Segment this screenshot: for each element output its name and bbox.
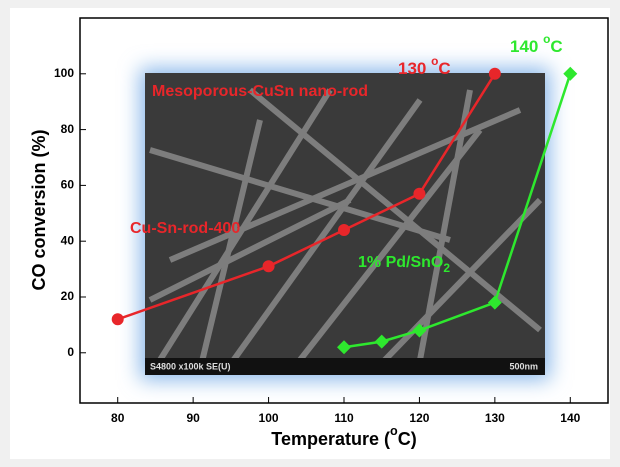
image-caption: 500nm <box>509 361 538 371</box>
x-tick-label: 100 <box>259 411 279 425</box>
point <box>413 188 425 200</box>
y-tick-label: 40 <box>61 233 75 247</box>
chart: S4800 x100k SE(U) 500nm CO conversion (%… <box>0 0 620 467</box>
y-tick-label: 20 <box>61 289 75 303</box>
image-caption: S4800 x100k SE(U) <box>150 361 231 371</box>
x-axis-label-part: C) <box>398 429 417 449</box>
annotation: Mesoporous-CuSn nano-rod <box>152 83 368 100</box>
annotation-sup: o <box>543 32 550 46</box>
series-label: Cu-Sn-rod-400 <box>130 220 240 237</box>
annotation-part: 140 <box>510 37 543 56</box>
annotation-part: C <box>438 59 450 78</box>
x-axis-label-part: Temperature ( <box>271 429 390 449</box>
x-tick-label: 120 <box>409 411 429 425</box>
page: S4800 x100k SE(U) 500nm CO conversion (%… <box>0 0 620 467</box>
y-tick-label: 0 <box>67 345 74 359</box>
y-tick-label: 80 <box>61 122 75 136</box>
x-tick-label: 80 <box>111 411 125 425</box>
x-tick-label: 130 <box>485 411 505 425</box>
x-tick-label: 110 <box>334 411 354 425</box>
series-label-sub: 2 <box>443 261 450 275</box>
point <box>489 68 501 80</box>
x-tick-label: 140 <box>560 411 580 425</box>
y-tick-label: 100 <box>54 66 74 80</box>
series-label-part: 1% Pd/SnO <box>358 254 443 271</box>
y-tick-label: 60 <box>61 178 75 192</box>
x-tick-label: 90 <box>186 411 200 425</box>
annotation-part: C <box>550 37 562 56</box>
point <box>338 224 350 236</box>
annotation-part: 130 <box>398 59 431 78</box>
point <box>112 313 124 325</box>
point <box>263 260 275 272</box>
y-axis-label: CO conversion (%) <box>29 129 49 290</box>
annotation-sup: o <box>431 54 438 68</box>
